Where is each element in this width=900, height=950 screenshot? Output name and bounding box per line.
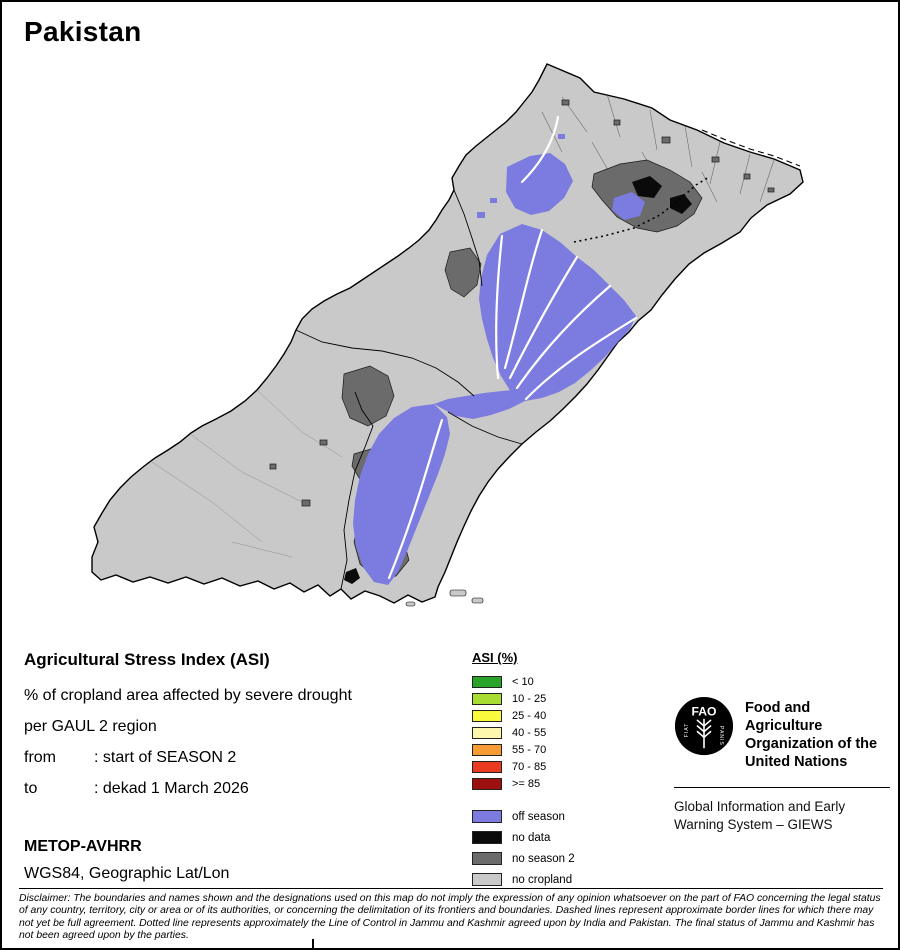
legend-label: no season 2 bbox=[512, 852, 575, 865]
legend-swatch bbox=[472, 852, 502, 865]
asi-legend-title: ASI (%) bbox=[472, 650, 518, 665]
rivers bbox=[387, 115, 638, 580]
sensor-name: METOP-AVHRR bbox=[24, 838, 142, 855]
legend-row: >= 85 bbox=[472, 775, 575, 792]
legend-label: 10 - 25 bbox=[512, 692, 547, 705]
legend-label: no data bbox=[512, 831, 551, 844]
legend-row: 25 - 40 bbox=[472, 707, 575, 724]
projection-info: WGS84, Geographic Lat/Lon bbox=[24, 865, 230, 882]
legend-swatch bbox=[472, 810, 502, 823]
asi-subtitle-2: per GAUL 2 region bbox=[24, 718, 157, 735]
from-value: : start of SEASON 2 bbox=[94, 749, 237, 766]
asi-legend: ASI (%) < 10 10 - 25 25 - 40 40 - 55 55 … bbox=[472, 650, 575, 890]
asi-heading: Agricultural Stress Index (ASI) bbox=[24, 650, 270, 669]
disclaimer-text: Disclaimer: The boundaries and names sho… bbox=[19, 888, 883, 943]
legend-row: 10 - 25 bbox=[472, 690, 575, 707]
legend-label: 25 - 40 bbox=[512, 709, 547, 722]
legend-swatch bbox=[472, 743, 502, 756]
giews-label: Global Information and Early Warning Sys… bbox=[674, 798, 846, 833]
asi-subtitle-1: % of cropland area affected by severe dr… bbox=[24, 687, 352, 704]
legend-row: off season bbox=[472, 806, 575, 827]
legend-row: 55 - 70 bbox=[472, 741, 575, 758]
to-row: to : dekad 1 March 2026 bbox=[24, 780, 454, 798]
legend-swatch bbox=[472, 692, 502, 705]
fao-header: FAO FIAT PANIS Food and Agriculture Orga… bbox=[674, 696, 890, 772]
legend-swatch bbox=[472, 675, 502, 688]
legend-swatch bbox=[472, 873, 502, 886]
legend-row: no cropland bbox=[472, 869, 575, 890]
legend-label: 55 - 70 bbox=[512, 743, 547, 756]
legend-label: >= 85 bbox=[512, 777, 541, 790]
registration-tick bbox=[312, 939, 314, 948]
fao-divider bbox=[674, 786, 890, 788]
fao-logo-text: FAO bbox=[691, 705, 716, 719]
legend-label: no cropland bbox=[512, 873, 573, 886]
dashed-border bbox=[701, 129, 801, 167]
fao-motto-left: FIAT bbox=[684, 723, 690, 738]
page-title: Pakistan bbox=[24, 16, 142, 47]
fao-logo-icon: FAO FIAT PANIS bbox=[674, 696, 734, 756]
legend-swatch bbox=[472, 831, 502, 844]
from-row: from : start of SEASON 2 bbox=[24, 749, 454, 767]
off-season-regions bbox=[353, 134, 645, 585]
map-info-block: Agricultural Stress Index (ASI) % of cro… bbox=[24, 650, 454, 811]
province-boundaries bbox=[295, 189, 523, 590]
wheat-icon bbox=[696, 718, 712, 749]
legend-row: no data bbox=[472, 827, 575, 848]
to-value: : dekad 1 March 2026 bbox=[94, 780, 249, 797]
legend-label: < 10 bbox=[512, 675, 534, 688]
country-outline bbox=[91, 63, 804, 604]
legend-label: 40 - 55 bbox=[512, 726, 547, 739]
legend-swatch bbox=[472, 760, 502, 773]
legend-row: no season 2 bbox=[472, 848, 575, 869]
fao-org-name: Food and Agriculture Organization of the… bbox=[745, 700, 878, 771]
to-label: to bbox=[24, 780, 38, 797]
pakistan-map bbox=[91, 63, 804, 607]
no-data-regions bbox=[344, 176, 692, 584]
legend-row: 40 - 55 bbox=[472, 724, 575, 741]
legend-swatch bbox=[472, 709, 502, 722]
from-label: from bbox=[24, 749, 56, 766]
district-boundaries-west bbox=[151, 389, 343, 558]
legend-extra-rows: off season no data no season 2 no cropla… bbox=[472, 806, 575, 890]
legend-swatch bbox=[472, 777, 502, 790]
fao-block: FAO FIAT PANIS Food and Agriculture Orga… bbox=[674, 696, 890, 835]
legend-label: 70 - 85 bbox=[512, 760, 547, 773]
fao-motto-right: PANIS bbox=[718, 726, 724, 746]
legend-row: < 10 bbox=[472, 673, 575, 690]
legend-swatch bbox=[472, 726, 502, 739]
legend-row: 70 - 85 bbox=[472, 758, 575, 775]
coastal-islets bbox=[405, 589, 484, 607]
line-of-control bbox=[573, 176, 710, 243]
legend-label: off season bbox=[512, 810, 565, 823]
